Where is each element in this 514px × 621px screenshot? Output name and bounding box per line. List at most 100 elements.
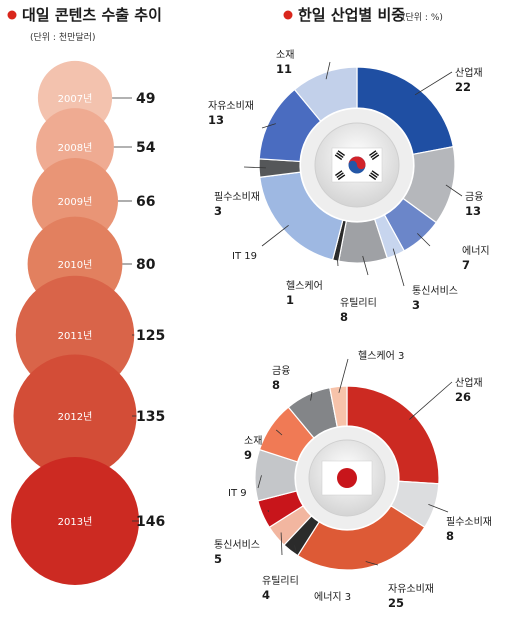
pie-label: 자유소비재 — [208, 100, 254, 112]
pie-slice — [293, 66, 358, 122]
pie-leader-line — [294, 545, 297, 553]
japan-flag — [321, 460, 373, 496]
pie-leader-line — [362, 255, 369, 276]
bubble-year-label: 2007년 — [58, 93, 93, 105]
pie-label: IT 9 — [228, 488, 247, 499]
pie-label: 소재 — [244, 435, 262, 447]
pie-label: 자유소비재 — [388, 583, 434, 595]
pie-value: 8 — [340, 310, 348, 324]
pie-value: 11 — [276, 62, 292, 76]
pie-leader-line — [280, 532, 283, 556]
bubble-year-label: 2013년 — [58, 516, 93, 528]
right-title-dot — [283, 10, 293, 20]
pie-leader-line — [310, 391, 313, 401]
pie-label: 에너지 3 — [314, 591, 351, 603]
pie-leader-line — [417, 233, 431, 247]
pie-label: 산업재 — [455, 66, 483, 79]
pie-leader-line — [336, 253, 339, 267]
pie-leader-line — [261, 224, 289, 247]
pie-label: 통신서비스 — [412, 285, 458, 297]
bubble-year-label: 2009년 — [58, 196, 93, 208]
bubble-value: 135 — [136, 409, 165, 425]
pie-label: 금융 — [272, 365, 290, 377]
pie-label: 산업재 — [455, 376, 483, 389]
pie-label: IT 19 — [232, 251, 257, 262]
flag-taegeuk-red — [348, 156, 366, 170]
flag-trigram-bar — [371, 154, 380, 161]
flag-trigram-bar — [336, 152, 344, 159]
pie-leader-line — [338, 358, 349, 393]
bubble-year-label: 2010년 — [58, 259, 93, 271]
pie-leader-line — [392, 248, 405, 287]
pie-value: 22 — [455, 80, 471, 94]
pie-value: 9 — [244, 448, 252, 462]
left-title-dot — [7, 10, 17, 20]
flag-trigram-bar — [334, 154, 343, 161]
pie-leader-line — [325, 61, 331, 80]
pie-leader-line — [243, 166, 266, 169]
pie-value: 7 — [462, 258, 470, 272]
bubble-value: 125 — [136, 328, 165, 344]
flag-trigram-bar — [370, 152, 378, 159]
pie-leader-line — [409, 381, 453, 420]
bubble-year-label: 2011년 — [58, 330, 93, 342]
pie-label: 에너지 — [462, 245, 490, 257]
bubble-value: 146 — [136, 514, 165, 530]
bubble-value: 49 — [136, 91, 155, 107]
pie-value: 13 — [465, 204, 481, 218]
pie-leader-line — [414, 71, 453, 96]
pie-value: 25 — [388, 596, 404, 610]
pie-leader-line — [267, 509, 269, 513]
pie-leader-line — [275, 429, 283, 436]
pie-value: 3 — [412, 298, 420, 312]
pie-leader-line — [261, 123, 276, 129]
pie-value: 8 — [446, 529, 454, 543]
bubble-chart: 2007년 49 2008년 54 2009년 66 2010년 80 2011년 125 2012… — [11, 60, 165, 585]
pie-leader-line — [257, 475, 262, 489]
left-title: 대일 콘텐츠 수출 추이 — [22, 6, 162, 24]
pie-label: 헬스케어 3 — [358, 350, 404, 362]
pie-value: 13 — [208, 113, 224, 127]
bubble-value: 54 — [136, 140, 156, 156]
pie-label: 통신서비스 — [214, 539, 260, 551]
pie-slice — [296, 505, 426, 571]
pie-value: 8 — [272, 378, 280, 392]
pie-label: 금융 — [465, 191, 483, 203]
korea-flag — [331, 147, 383, 183]
flag-trigram-bar — [370, 172, 378, 179]
pie-label: 유틸리티 — [262, 574, 299, 587]
flag-trigram-bar — [337, 174, 346, 181]
bubble-2013 — [11, 457, 139, 585]
flag-field — [321, 460, 373, 496]
flag-trigram-bar — [336, 172, 344, 179]
pie-leader-line — [445, 184, 463, 197]
pie-label: 소재 — [276, 49, 294, 61]
flag-trigram-bar — [335, 170, 343, 176]
flag-trigram-bar — [369, 150, 377, 156]
pie-value: 3 — [214, 204, 222, 218]
bubble-year-label: 2008년 — [58, 142, 93, 154]
right-unit: (단위 : %) — [402, 12, 443, 23]
bubble-value: 66 — [136, 194, 155, 210]
right-title: 한일 산업별 비중 — [298, 6, 405, 24]
pie-label: 필수소비재 — [446, 516, 492, 528]
left-unit: (단위 : 천만달러) — [30, 31, 95, 43]
pie-value: 4 — [262, 588, 270, 602]
bubble-year-label: 2012년 — [58, 411, 93, 423]
pie-value: 1 — [286, 293, 294, 307]
pie-leader-line — [365, 561, 379, 566]
pie-slice — [329, 385, 348, 428]
bubble-2012 — [13, 354, 137, 478]
flag-sun — [337, 468, 357, 488]
flag-trigram-bar — [371, 170, 379, 176]
bubble-value: 80 — [136, 257, 156, 273]
pie-value: 26 — [455, 390, 471, 404]
pie-label: 헬스케어 — [286, 280, 323, 292]
pie-label: 필수소비재 — [214, 191, 260, 203]
pie-label: 유틸리티 — [340, 296, 377, 309]
pie-leader-line — [428, 504, 449, 513]
pie-value: 5 — [214, 552, 222, 566]
